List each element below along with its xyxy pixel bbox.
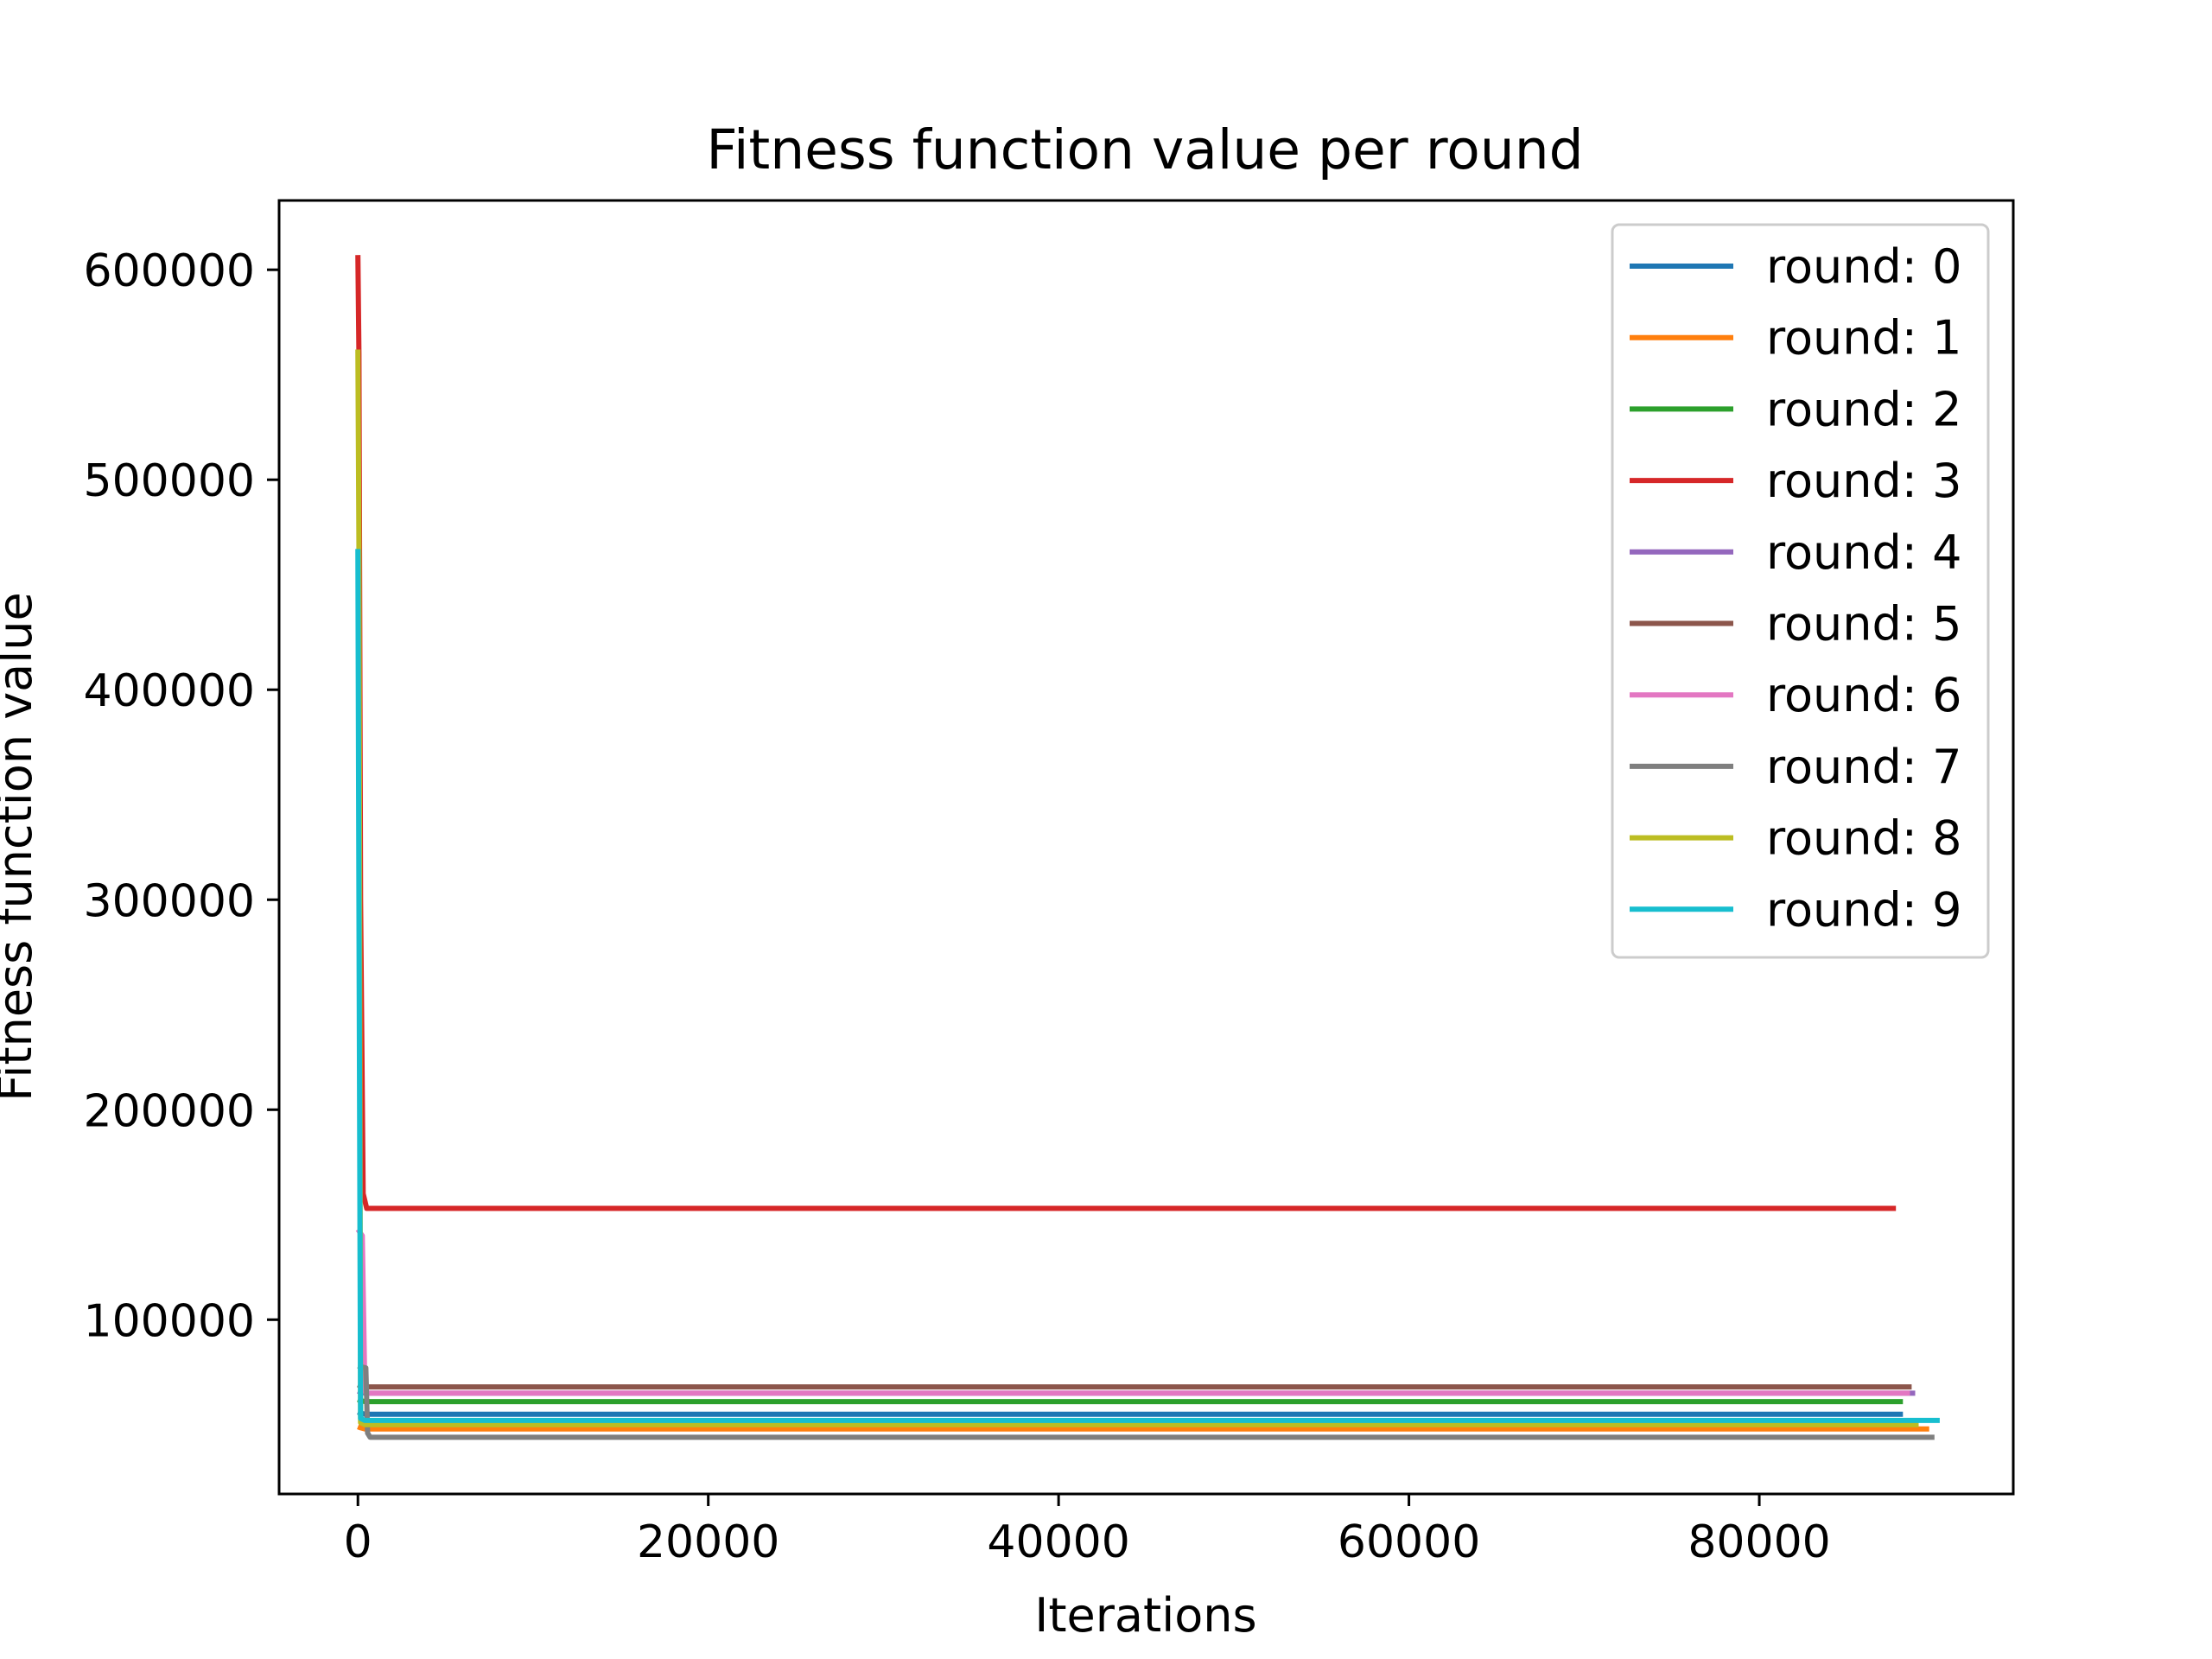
x-axis-label: Iterations [1034, 1588, 1256, 1643]
legend-label-round-9: round: 9 [1766, 882, 1962, 937]
y-tick-label: 200000 [83, 1085, 255, 1137]
series-layer [355, 255, 1940, 1440]
x-tick-label: 40000 [987, 1516, 1129, 1568]
y-tick-label: 300000 [83, 875, 255, 927]
legend-label-round-7: round: 7 [1766, 740, 1962, 794]
series-line-round-9 [355, 549, 1940, 1423]
chart-title: Fitness function value per round [706, 118, 1583, 181]
plot-frame [277, 199, 2015, 1496]
x-tick-label: 0 [344, 1516, 372, 1568]
legend-label-round-3: round: 3 [1766, 454, 1962, 508]
legend-label-round-2: round: 2 [1766, 382, 1962, 436]
series-line-round-5 [357, 1382, 1912, 1390]
legend-label-round-6: round: 6 [1766, 668, 1962, 722]
x-tick-label: 60000 [1338, 1516, 1480, 1568]
series-line-round-8 [355, 349, 1919, 1427]
series-line-round-1 [357, 1424, 1929, 1432]
y-tick-label: 600000 [83, 245, 255, 297]
y-tick-label: 500000 [83, 455, 255, 507]
legend-label-round-4: round: 4 [1766, 525, 1962, 580]
y-axis: 100000 200000 300000 400000 500000 600000 [83, 245, 279, 1347]
series-line-round-0 [357, 1409, 1904, 1417]
series-line-round-7 [357, 1363, 1935, 1440]
legend-label-round-0: round: 0 [1766, 239, 1962, 294]
series-line-round-2 [357, 1396, 1904, 1405]
legend-label-round-8: round: 8 [1766, 811, 1962, 866]
x-tick-label: 20000 [637, 1516, 779, 1568]
y-tick-label: 400000 [83, 665, 255, 717]
x-tick-label: 80000 [1688, 1516, 1830, 1568]
legend-label-round-1: round: 1 [1766, 311, 1962, 365]
legend-label-round-5: round: 5 [1766, 597, 1962, 652]
x-axis: 0 20000 40000 60000 80000 [344, 1494, 1831, 1568]
series-line-round-6 [355, 1228, 1910, 1396]
y-tick-label: 100000 [83, 1295, 255, 1347]
y-axis-label: Fitness function value [0, 592, 42, 1101]
legend: round: 0 round: 1 round: 2 round: 3 round: 4… [1611, 223, 1990, 959]
